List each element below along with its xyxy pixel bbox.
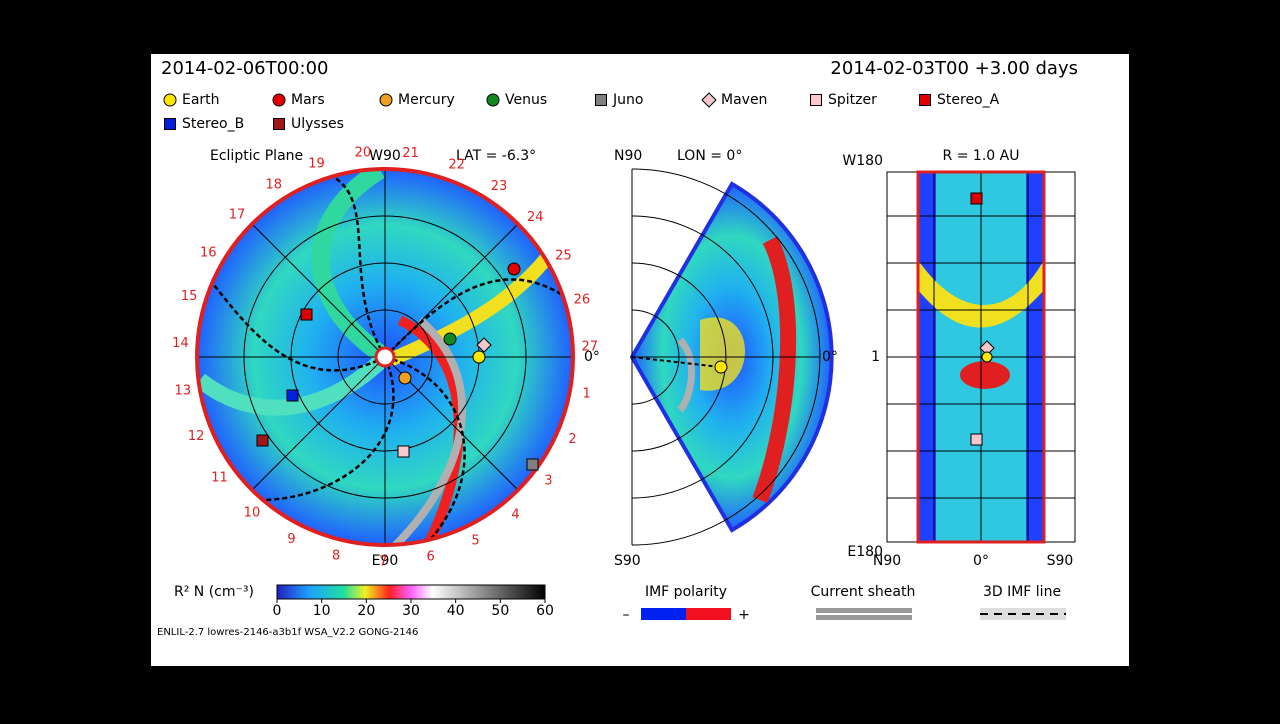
panel-title: R = 1.0 AU	[943, 148, 1020, 164]
carrington-label: 4	[511, 508, 519, 523]
imf-line-label: 3D IMF line	[983, 584, 1061, 600]
carrington-label: 24	[527, 210, 544, 225]
carrington-label: 3	[544, 473, 552, 488]
time: 2014-02-06T00:00	[161, 58, 328, 79]
carrington-label: 19	[308, 156, 325, 171]
carrington-label: 6	[427, 549, 435, 564]
carrington-label: 10	[244, 505, 261, 520]
top-label: W90	[369, 148, 401, 164]
carrington-label: 12	[188, 429, 205, 444]
bottom-label: E180	[847, 544, 883, 560]
carrington-label: 23	[491, 179, 508, 194]
imf-negative	[641, 608, 686, 620]
sheath-label: Current sheath	[811, 584, 916, 600]
carrington-label: 9	[287, 532, 295, 547]
carrington-label: 25	[555, 248, 572, 263]
legend-marker	[272, 93, 286, 107]
carrington-label: 14	[172, 336, 189, 351]
carrington-label: 5	[471, 533, 479, 548]
carrington-label: 15	[181, 289, 198, 304]
top-label: N90	[614, 148, 642, 164]
legend-label: Mars	[291, 92, 325, 108]
colorbar-tick-label: 20	[357, 603, 375, 619]
carrington-label: 1	[582, 387, 590, 402]
carrington-label: 16	[200, 246, 217, 261]
run: 2014-02-03T00 +3.00 days	[830, 58, 1078, 79]
colorbar-tick-label: 60	[536, 603, 554, 619]
imf-plus: +	[738, 607, 750, 623]
carrington-label: 18	[265, 177, 282, 192]
legend-label: Stereo_A	[937, 92, 1000, 108]
legend-label: Spitzer	[828, 92, 877, 108]
legend-marker	[810, 94, 822, 106]
legend-marker	[701, 92, 717, 108]
carrington-label: 13	[175, 383, 192, 398]
right-label: 0°	[584, 349, 600, 365]
legend-label: Mercury	[398, 92, 455, 108]
carrington-label: 21	[402, 146, 419, 161]
legend-label: Juno	[612, 92, 643, 108]
legend-label: Stereo_B	[182, 116, 244, 132]
x-label: S90	[1047, 553, 1074, 569]
legend-label: Maven	[721, 92, 767, 108]
legend-marker	[163, 93, 177, 107]
bottom-label: S90	[614, 553, 641, 569]
carrington-label: 22	[448, 157, 465, 172]
colorbar-tick-label: 30	[402, 603, 420, 619]
lon: LON = 0°	[677, 148, 742, 164]
legend-marker	[379, 93, 393, 107]
legend-marker	[919, 94, 931, 106]
colorbar-label: R² N (cm⁻³)	[174, 584, 254, 600]
colorbar-ticks: 0 10 20 30 40 50 60	[273, 599, 554, 619]
legend-label: Ulysses	[291, 116, 344, 132]
legend-marker	[595, 94, 607, 106]
imf-title: IMF polarity	[645, 584, 727, 600]
carrington-label: 20	[355, 146, 372, 161]
ecliptic-panel: Ecliptic Plane W90 LAT = -6.3° E90 0° 12…	[172, 146, 600, 570]
imf-minus: –	[623, 607, 630, 623]
carrington-label: 27	[581, 339, 598, 354]
bottom-label: E90	[372, 553, 399, 569]
colorbar-tick-label: 10	[313, 603, 331, 619]
radial-panel: R = 1.0 AU W180 1 E180 N90 0° S90	[842, 148, 1076, 569]
lat: LAT = -6.3°	[456, 148, 536, 164]
meridional-panel: N90 LON = 0° S90 0°	[614, 148, 838, 569]
carrington-label: 8	[332, 549, 340, 564]
colorbar-tick-label: 0	[273, 603, 282, 619]
colorbar-tick-label: 40	[447, 603, 465, 619]
x-label: N90	[873, 553, 901, 569]
legend: Earth Mars Mercury Venus Juno Maven Spitzer Ste…	[163, 92, 1000, 132]
legend-label: Earth	[182, 92, 220, 108]
carrington-label: 26	[574, 292, 591, 307]
carrington-label: 17	[229, 208, 246, 223]
carrington-label: 2	[568, 432, 576, 447]
x-label: 0°	[973, 553, 989, 569]
legend-marker	[164, 118, 176, 130]
footer: ENLIL-2.7 lowres-2146-a3b1f WSA_V2.2 GON…	[157, 627, 418, 638]
carrington-label: 7	[379, 554, 387, 569]
legend-marker	[486, 93, 500, 107]
imf-positive	[686, 608, 731, 620]
panel-title: Ecliptic Plane	[210, 148, 303, 164]
carrington-label: 11	[211, 471, 228, 486]
legend-label: Venus	[505, 92, 547, 108]
top-label: W180	[842, 153, 883, 169]
legend-marker	[273, 118, 285, 130]
right-label: 0°	[822, 349, 838, 365]
middle-label: 1	[871, 349, 880, 365]
colorbar-tick-label: 50	[491, 603, 509, 619]
colorbar	[276, 584, 546, 600]
